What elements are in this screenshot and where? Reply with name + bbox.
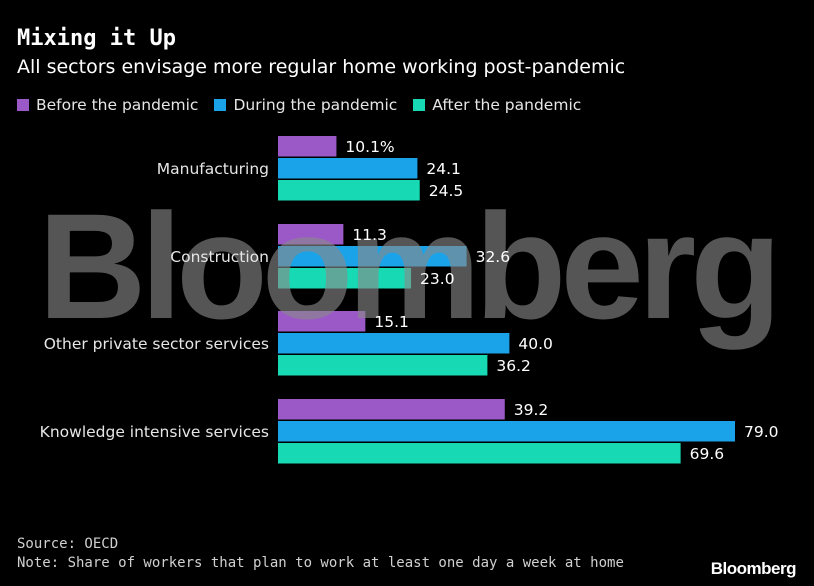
data-label: 69.6: [690, 445, 725, 463]
bar-during: [278, 246, 467, 267]
legend-swatch-after: [413, 99, 426, 111]
bar-during: [278, 333, 510, 354]
bar-during: [278, 158, 418, 179]
data-label: 15.1: [374, 313, 409, 331]
footnote: Note: Share of workers that plan to work…: [17, 555, 624, 571]
legend-item-before: Before the pandemic: [17, 96, 198, 114]
data-label: 11.3: [352, 226, 387, 244]
data-label: 40.0: [518, 335, 553, 353]
data-label: 24.1: [426, 160, 461, 178]
category-label: Knowledge intensive services: [40, 423, 269, 441]
data-label: 24.5: [429, 182, 464, 200]
bar-before: [278, 224, 344, 245]
bar-after: [278, 268, 412, 289]
chart-title: Mixing it Up: [17, 26, 176, 51]
bar-before: [278, 136, 337, 157]
legend-swatch-before: [17, 99, 29, 111]
bar-after: [278, 443, 681, 464]
category-label: Construction: [170, 248, 269, 266]
legend-item-during: During the pandemic: [214, 96, 397, 114]
category-label: Other private sector services: [44, 335, 269, 353]
data-label: 23.0: [420, 270, 455, 288]
bar-before: [278, 311, 366, 332]
bar-before: [278, 399, 505, 420]
bar-during: [278, 421, 735, 442]
category-label: Manufacturing: [157, 160, 269, 178]
bloomberg-logo: Bloomberg: [710, 559, 797, 578]
labels-layer: Manufacturing 10.1% 24.1 24.5 Construction 11…: [40, 138, 779, 463]
watermark: Bloomberg: [38, 182, 776, 350]
legend-label-after: After the pandemic: [432, 96, 582, 114]
legend-label-before: Before the pandemic: [36, 96, 199, 114]
legend-swatch-during: [214, 99, 227, 111]
data-label: 39.2: [514, 401, 549, 419]
data-label: 10.1%: [345, 138, 394, 156]
legend-item-after: After the pandemic: [413, 96, 581, 114]
source-note: Source: OECD: [17, 536, 119, 552]
chart-subtitle: All sectors envisage more regular home w…: [17, 56, 626, 78]
data-label: 36.2: [496, 357, 531, 375]
bar-after: [278, 180, 420, 201]
legend-label-during: During the pandemic: [233, 96, 398, 114]
bars-layer: [278, 136, 735, 464]
data-label: 32.6: [476, 248, 511, 266]
data-label: 79.0: [744, 423, 779, 441]
bar-after: [278, 355, 488, 376]
legend: Before the pandemic During the pandemic …: [17, 96, 581, 114]
